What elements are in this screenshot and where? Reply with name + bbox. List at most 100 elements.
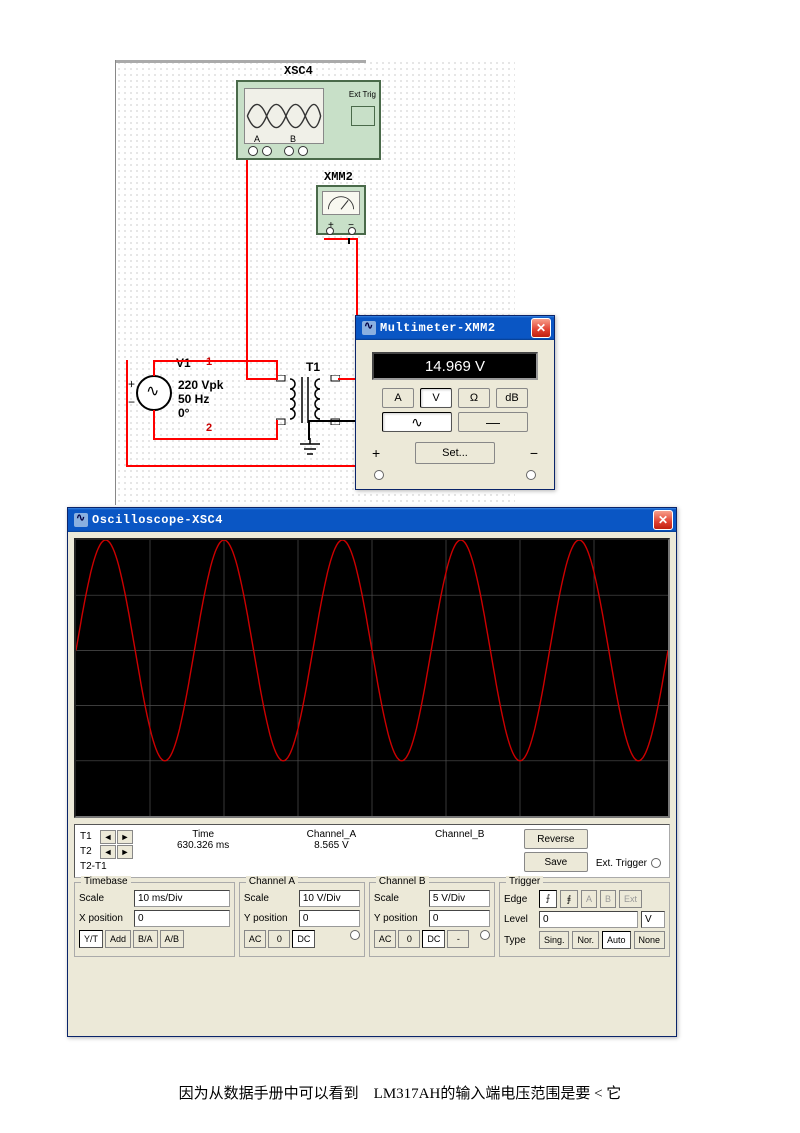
scope-terminal-a-plus: [248, 146, 258, 156]
ac-source[interactable]: + −: [136, 375, 172, 411]
wire: [276, 420, 278, 440]
cha-terminal: [350, 930, 360, 940]
wire: [246, 160, 248, 380]
reverse-button[interactable]: Reverse: [524, 829, 588, 849]
t1-left-button[interactable]: ◄: [100, 830, 116, 844]
trigger-level-input[interactable]: 0: [539, 911, 638, 928]
level-label: Level: [504, 914, 536, 925]
mode-v-button[interactable]: V: [420, 388, 452, 408]
t2-right-button[interactable]: ►: [117, 845, 133, 859]
chb-terminal: [480, 930, 490, 940]
mode-db-button[interactable]: dB: [496, 388, 528, 408]
mm-mini-face: [322, 191, 360, 215]
cursor-panel: T1◄► T2◄► T2-T1 Time630.326 ms Channel_A…: [74, 824, 670, 878]
transformer-label: T1: [306, 360, 320, 374]
cha-value: 8.565 V: [267, 840, 395, 851]
scale-label: Scale: [374, 893, 426, 904]
multimeter-instrument[interactable]: + −: [316, 185, 366, 235]
mm-label: XMM2: [324, 170, 353, 184]
cha-0-button[interactable]: 0: [268, 930, 290, 948]
mode-ohm-button[interactable]: Ω: [458, 388, 490, 408]
panel-title: Timebase: [81, 876, 131, 887]
chb-header: Channel_B: [396, 829, 524, 840]
timebase-scale-input[interactable]: 10 ms/Div: [134, 890, 230, 907]
mm-terminal-minus: [348, 227, 356, 235]
t1-right-button[interactable]: ►: [117, 830, 133, 844]
multimeter-window: Multimeter-XMM2 ✕ 14.969 V A V Ω dB ∿ — …: [355, 315, 555, 490]
close-button[interactable]: ✕: [531, 318, 551, 338]
source-freq: 50 Hz: [178, 392, 223, 406]
wire: [153, 360, 278, 362]
cha-ypos-input[interactable]: 0: [299, 910, 360, 927]
cha-ac-button[interactable]: AC: [244, 930, 267, 948]
chb-minus-button[interactable]: -: [447, 930, 469, 948]
edge-fall-button[interactable]: ⨎: [560, 890, 578, 908]
plus-terminal: +: [372, 445, 380, 461]
t2-label: T2: [79, 845, 99, 859]
timebase-xpos-input[interactable]: 0: [134, 910, 230, 927]
chb-scale-input[interactable]: 5 V/Div: [429, 890, 490, 907]
divider: [116, 60, 366, 63]
chb-dc-button[interactable]: DC: [422, 930, 445, 948]
ac-button[interactable]: ∿: [382, 412, 452, 432]
timebase-panel: Timebase Scale10 ms/Div X position0 Y/T …: [74, 882, 235, 957]
plus-icon: +: [128, 377, 135, 391]
type-nor-button[interactable]: Nor.: [572, 931, 599, 949]
oscilloscope-window: Oscilloscope-XSC4 ✕ T1◄► T2◄► T2-T1 Time…: [67, 507, 677, 1037]
oscilloscope-display[interactable]: [74, 538, 670, 818]
mode-a-button[interactable]: A: [382, 388, 414, 408]
ext-trig-label: Ext Trig: [349, 90, 376, 99]
ab-button[interactable]: A/B: [160, 930, 185, 948]
scope-terminal-a-minus: [262, 146, 272, 156]
oscilloscope-instrument[interactable]: Ext Trig A B: [236, 80, 381, 160]
node-2: 2: [206, 422, 212, 434]
ba-button[interactable]: B/A: [133, 930, 158, 948]
ext-trig-port: [351, 106, 375, 126]
wire: [126, 360, 128, 467]
scale-label: Scale: [79, 893, 131, 904]
yt-button[interactable]: Y/T: [79, 930, 103, 948]
cha-scale-input[interactable]: 10 V/Div: [299, 890, 360, 907]
edge-ext-button[interactable]: Ext: [619, 890, 642, 908]
wire: [324, 238, 358, 240]
ypos-label: Y position: [374, 913, 426, 924]
set-button[interactable]: Set...: [415, 442, 495, 464]
scale-label: Scale: [244, 893, 296, 904]
titlebar[interactable]: Multimeter-XMM2 ✕: [356, 316, 554, 340]
trigger-level-unit: V: [641, 911, 665, 928]
t2-left-button[interactable]: ◄: [100, 845, 116, 859]
type-auto-button[interactable]: Auto: [602, 931, 631, 949]
trigger-panel: Trigger Edge ⨍ ⨎ A B Ext Level 0 V Type …: [499, 882, 670, 957]
add-button[interactable]: Add: [105, 930, 131, 948]
save-button[interactable]: Save: [524, 852, 588, 872]
edge-b-button[interactable]: B: [600, 890, 616, 908]
window-title: Oscilloscope-XSC4: [92, 513, 653, 527]
chb-ac-button[interactable]: AC: [374, 930, 397, 948]
mm-probe-minus: [526, 470, 536, 480]
dc-button[interactable]: —: [458, 412, 528, 432]
app-icon: [74, 513, 88, 527]
channel-b-panel: Channel B Scale5 V/Div Y position0 AC 0 …: [369, 882, 495, 957]
chb-ypos-input[interactable]: 0: [429, 910, 490, 927]
terminal-a-label: A: [254, 134, 260, 144]
cha-dc-button[interactable]: DC: [292, 930, 315, 948]
minus-terminal: −: [530, 445, 538, 461]
panel-title: Trigger: [506, 876, 543, 887]
wire: [153, 410, 155, 440]
cha-header: Channel_A: [267, 829, 395, 840]
type-sing-button[interactable]: Sing.: [539, 931, 570, 949]
edge-a-button[interactable]: A: [581, 890, 597, 908]
close-button[interactable]: ✕: [653, 510, 673, 530]
chb-0-button[interactable]: 0: [398, 930, 420, 948]
wire: [308, 420, 340, 422]
wire: [153, 360, 155, 376]
type-none-button[interactable]: None: [634, 931, 666, 949]
titlebar[interactable]: Oscilloscope-XSC4 ✕: [68, 508, 676, 532]
edge-rise-button[interactable]: ⨍: [539, 890, 557, 908]
wire: [153, 438, 278, 440]
source-label: V1: [176, 356, 191, 370]
transformer[interactable]: [276, 375, 340, 425]
wire: [276, 360, 278, 378]
mm-terminal-plus: [326, 227, 334, 235]
ground-symbol: [298, 438, 322, 461]
